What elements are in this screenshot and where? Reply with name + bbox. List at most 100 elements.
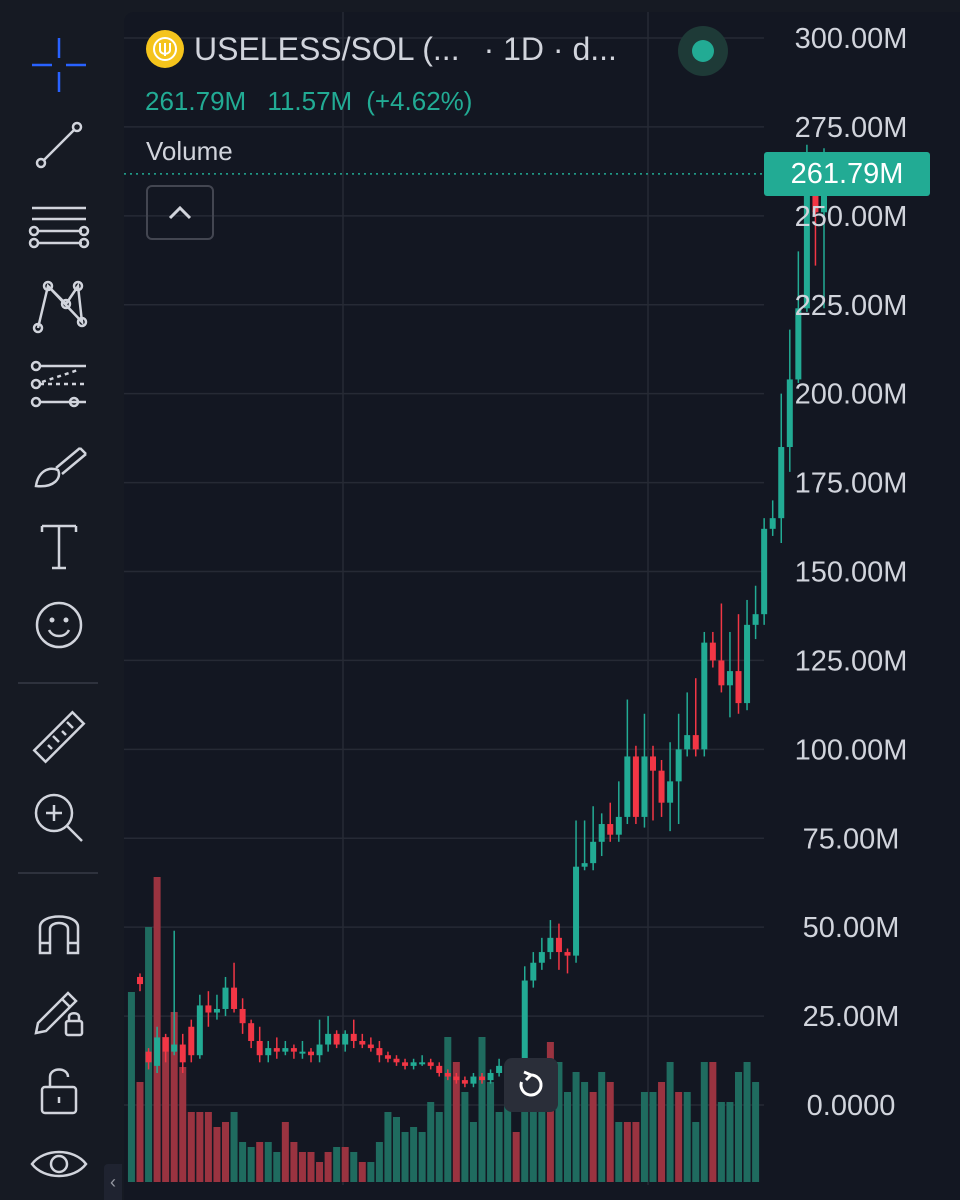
volume-bar <box>709 1062 717 1182</box>
candle <box>744 599 751 711</box>
volume-bar <box>478 1037 486 1182</box>
candles <box>137 144 827 1088</box>
volume-bar <box>384 1112 392 1182</box>
volume-bar <box>230 1112 238 1182</box>
collapse-toolbar-tab[interactable]: ‹ <box>104 1164 122 1200</box>
volume-indicator-label[interactable]: Volume <box>146 136 233 166</box>
volume-bar <box>204 1112 212 1182</box>
candle <box>350 1019 357 1049</box>
volume-bar <box>495 1112 503 1182</box>
candle <box>325 1016 332 1052</box>
candle <box>137 973 143 992</box>
toolbar-divider <box>18 682 98 684</box>
xabcd-pattern-icon[interactable] <box>24 270 94 340</box>
chevron-up-icon <box>168 205 192 219</box>
candle <box>752 585 759 640</box>
volume-bar <box>623 1122 631 1182</box>
candle <box>359 1033 366 1049</box>
volume-bar <box>555 1062 563 1182</box>
candle <box>196 994 203 1059</box>
volume-bar <box>735 1072 742 1182</box>
volume-bar <box>281 1122 289 1182</box>
candle <box>402 1058 409 1070</box>
volume-bar <box>427 1102 435 1182</box>
candle <box>427 1058 434 1070</box>
candle <box>222 976 229 1017</box>
volume-bar <box>521 1082 529 1182</box>
volume-bar <box>213 1127 221 1182</box>
volume-bar <box>615 1122 623 1182</box>
volume-bar <box>179 1067 187 1182</box>
candle <box>564 948 571 974</box>
candle <box>667 742 674 832</box>
candle <box>316 1019 323 1063</box>
long-position-icon[interactable] <box>24 350 94 420</box>
volume-bar <box>298 1152 306 1182</box>
volume-bar <box>538 1082 546 1182</box>
volume-bar <box>546 1042 554 1182</box>
volume-bar <box>410 1127 418 1182</box>
volume-bar <box>333 1147 341 1182</box>
eye-icon[interactable] <box>24 1130 94 1200</box>
y-tick-label: 100.00M <box>795 734 908 766</box>
volume-bar <box>290 1142 298 1182</box>
candle <box>615 781 622 842</box>
candle <box>154 1026 161 1073</box>
interval-label[interactable]: · 1D · d... <box>483 30 617 67</box>
volume-bars <box>127 877 760 1182</box>
candle <box>384 1051 391 1063</box>
volume-bar <box>692 1122 700 1182</box>
market-status-indicator[interactable] <box>678 26 728 76</box>
volume-bar <box>461 1092 469 1182</box>
candle <box>598 813 605 857</box>
candle <box>145 1048 152 1070</box>
chart-panel[interactable] <box>124 12 960 1200</box>
chart-legend: USELESS/SOL (... · 1D · d... <box>146 30 617 68</box>
y-tick-label: 25.00M <box>803 1001 900 1033</box>
collapse-legend-button[interactable] <box>146 185 214 240</box>
drawing-toolbar: ‹ <box>0 0 122 1200</box>
volume-bar <box>222 1122 229 1182</box>
ohlc-values: 261.79M 11.57M (+4.62%) <box>145 86 486 117</box>
candle <box>718 603 725 693</box>
volume-bar <box>666 1062 674 1182</box>
crosshair-icon[interactable] <box>24 30 94 100</box>
price-axis: 300.00M 275.00M 250.00M 225.00M 200.00M 175.0… <box>795 23 908 1122</box>
volume-bar <box>162 1037 170 1182</box>
last-price-badge: 261.79M <box>764 152 930 196</box>
candle <box>590 806 597 871</box>
volume-bar <box>640 1092 648 1182</box>
brush-icon[interactable] <box>24 430 94 500</box>
emoji-icon[interactable] <box>24 590 94 660</box>
chart-grid <box>124 12 764 1185</box>
volume-bar <box>487 1082 495 1182</box>
volume-bar <box>170 1012 178 1182</box>
volume-bar <box>752 1082 760 1182</box>
fib-retracement-icon[interactable] <box>24 190 94 260</box>
zoom-in-icon[interactable] <box>24 783 94 853</box>
y-tick-label: 250.00M <box>795 201 908 233</box>
magnet-icon[interactable] <box>24 895 94 965</box>
candle <box>265 1040 272 1063</box>
candle <box>487 1069 494 1084</box>
volume-bar <box>598 1072 606 1182</box>
unlock-icon[interactable] <box>24 1055 94 1125</box>
volume-bar <box>581 1082 589 1182</box>
candle <box>308 1048 314 1063</box>
y-tick-label: 150.00M <box>795 557 908 589</box>
candle <box>444 1069 451 1081</box>
candle <box>692 678 699 757</box>
candle <box>239 998 246 1034</box>
candle <box>624 699 631 825</box>
lock-drawings-icon[interactable] <box>24 975 94 1045</box>
reset-chart-button[interactable] <box>504 1058 558 1112</box>
symbol-title[interactable]: USELESS/SOL (... <box>194 30 460 67</box>
live-dot-icon <box>692 40 714 62</box>
volume-bar <box>127 992 135 1182</box>
candle <box>761 518 768 625</box>
volume-bar <box>273 1152 281 1182</box>
ruler-icon[interactable] <box>24 703 94 773</box>
text-icon[interactable] <box>24 510 94 580</box>
y-tick-label: 200.00M <box>795 379 908 411</box>
trend-line-icon[interactable] <box>24 110 94 180</box>
